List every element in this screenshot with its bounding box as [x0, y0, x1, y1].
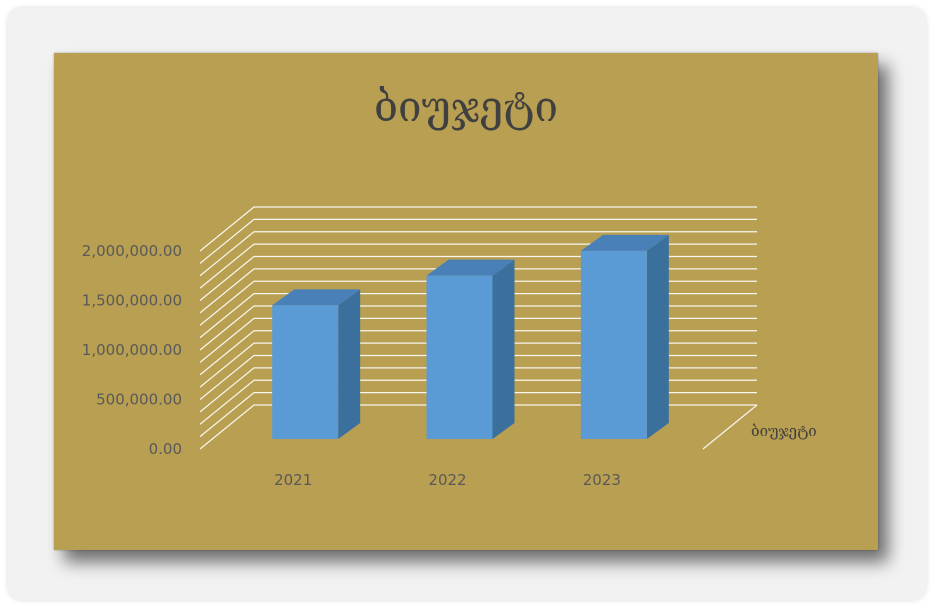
- bar-top: [426, 259, 515, 276]
- bar-front: [426, 275, 493, 439]
- gridline: [199, 206, 757, 252]
- gridline: [199, 243, 757, 289]
- x-tick-label: 2021: [274, 471, 312, 489]
- bar-front: [580, 250, 647, 439]
- bar: [580, 234, 669, 439]
- y-tick-label: 2,000,000.00: [82, 242, 182, 260]
- outer-card: ბიუჯეტი 0.00 500,000.00 1,000,000.00 1,500,…: [8, 8, 926, 600]
- x-tick-label: 2023: [583, 471, 621, 489]
- floor-edge: [702, 404, 758, 450]
- gridline: [199, 231, 757, 277]
- y-tick-label: 500,000.00: [96, 391, 182, 409]
- chart-area: ბიუჯეტი 0.00 500,000.00 1,000,000.00 1,500,…: [54, 53, 878, 550]
- y-tick-label: 1,000,000.00: [82, 341, 182, 359]
- bar: [272, 289, 361, 439]
- y-tick-label: 1,500,000.00: [82, 292, 182, 310]
- x-tick-label: 2022: [428, 471, 466, 489]
- bar-side: [646, 234, 669, 439]
- bar-top: [272, 289, 361, 306]
- y-axis-tick-labels: 0.00 500,000.00 1,000,000.00 1,500,000.00 2,…: [82, 242, 182, 458]
- bars: [272, 234, 669, 439]
- chart-svg: ბიუჯეტი 0.00 500,000.00 1,000,000.00 1,500,…: [82, 82, 817, 489]
- depth-axis-label: ბიუჯეტი: [751, 422, 817, 440]
- bar-front: [272, 305, 339, 439]
- chart-title: ბიუჯეტი: [374, 82, 558, 131]
- bar-top: [580, 234, 669, 251]
- bar: [426, 259, 515, 439]
- gridline: [199, 218, 757, 264]
- y-tick-label: 0.00: [149, 440, 182, 458]
- bar-side: [338, 289, 361, 439]
- x-axis-tick-labels: 2021 2022 2023: [274, 471, 621, 489]
- bar-side: [492, 259, 515, 439]
